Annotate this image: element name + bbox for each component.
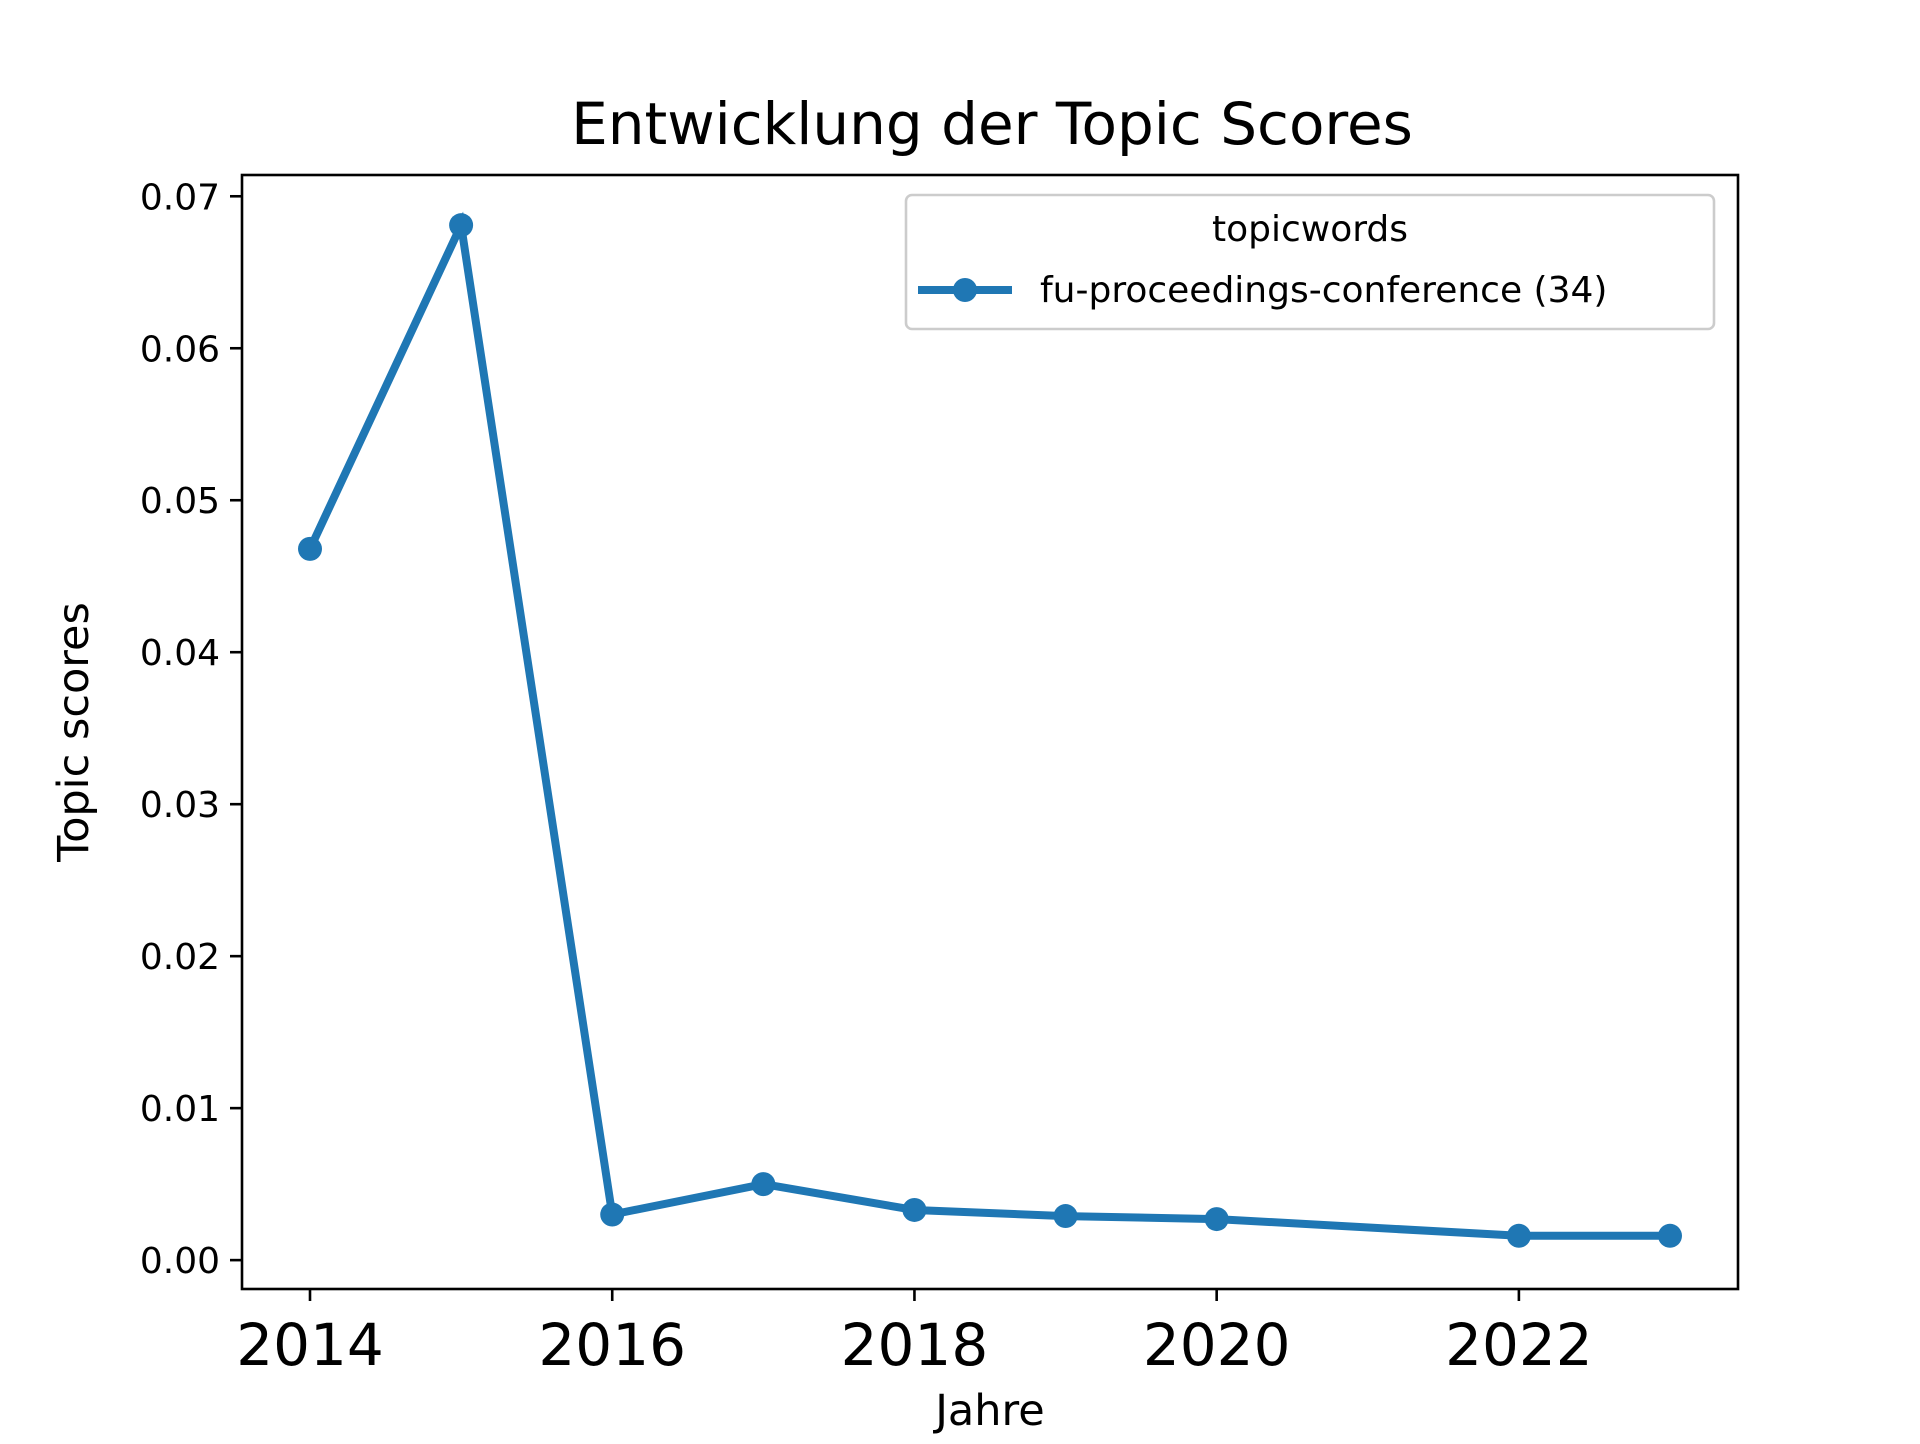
chart-title: Entwicklung der Topic Scores [571, 90, 1413, 158]
data-point [1053, 1204, 1078, 1229]
y-tick-label: 0.07 [140, 177, 220, 218]
data-point [1658, 1223, 1682, 1248]
legend: topicwords fu-proceedings-conference (34… [904, 193, 1716, 331]
y-tick-label: 0.03 [140, 785, 220, 826]
data-point [449, 213, 474, 238]
y-tick-label: 0.00 [140, 1241, 220, 1282]
legend-marker-swatch [953, 278, 977, 302]
x-axis: 2014 2016 2018 2020 2022 [236, 1289, 1593, 1379]
x-tick-label: 2020 [1143, 1311, 1291, 1379]
y-axis: 0.00 0.01 0.02 0.03 0.04 0.05 0.06 0.07 [140, 177, 242, 1282]
legend-box [904, 193, 1716, 331]
x-tick-label: 2018 [841, 1311, 989, 1379]
x-tick-label: 2022 [1445, 1311, 1593, 1379]
data-point [1204, 1207, 1229, 1232]
y-tick-label: 0.04 [140, 633, 220, 674]
plot-frame [240, 173, 1740, 1291]
data-point [751, 1172, 776, 1197]
y-axis-label: Topic scores [49, 602, 99, 863]
y-tick-label: 0.02 [140, 937, 220, 978]
legend-title: topicwords [1212, 209, 1408, 250]
data-point [1506, 1223, 1531, 1248]
data-point [600, 1202, 625, 1227]
data-point [902, 1197, 927, 1222]
x-axis-label: Jahre [932, 1386, 1044, 1436]
y-tick-label: 0.05 [140, 481, 220, 522]
series-layer [298, 211, 1682, 1248]
legend-entry-label: fu-proceedings-conference (34) [1040, 270, 1607, 311]
y-tick-label: 0.01 [140, 1089, 220, 1130]
data-point [298, 536, 322, 561]
plot-area [240, 173, 1740, 1291]
x-tick-label: 2016 [538, 1311, 686, 1379]
y-tick-label: 0.06 [140, 329, 220, 370]
x-tick-label: 2014 [236, 1311, 384, 1379]
